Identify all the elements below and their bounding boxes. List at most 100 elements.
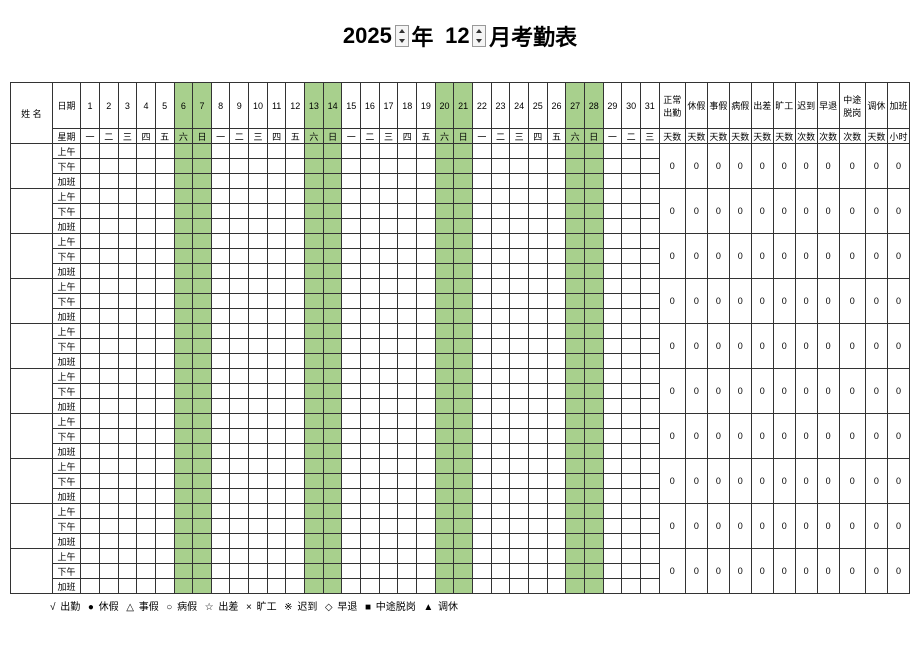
attendance-cell[interactable]: [417, 399, 436, 414]
attendance-cell[interactable]: [361, 204, 380, 219]
attendance-cell[interactable]: [193, 159, 212, 174]
attendance-cell[interactable]: [99, 144, 118, 159]
attendance-cell[interactable]: [230, 324, 249, 339]
attendance-cell[interactable]: [398, 444, 417, 459]
attendance-cell[interactable]: [230, 474, 249, 489]
attendance-cell[interactable]: [267, 309, 286, 324]
name-cell[interactable]: [11, 234, 53, 279]
attendance-cell[interactable]: [603, 519, 622, 534]
attendance-cell[interactable]: [622, 264, 641, 279]
attendance-cell[interactable]: [174, 369, 193, 384]
attendance-cell[interactable]: [267, 519, 286, 534]
attendance-cell[interactable]: [584, 159, 603, 174]
attendance-cell[interactable]: [379, 354, 398, 369]
attendance-cell[interactable]: [640, 534, 659, 549]
attendance-cell[interactable]: [137, 279, 156, 294]
attendance-cell[interactable]: [435, 369, 454, 384]
attendance-cell[interactable]: [230, 279, 249, 294]
attendance-cell[interactable]: [566, 369, 585, 384]
attendance-cell[interactable]: [528, 309, 547, 324]
attendance-cell[interactable]: [379, 294, 398, 309]
attendance-cell[interactable]: [528, 579, 547, 594]
attendance-cell[interactable]: [528, 489, 547, 504]
attendance-cell[interactable]: [584, 399, 603, 414]
attendance-cell[interactable]: [249, 474, 268, 489]
attendance-cell[interactable]: [174, 279, 193, 294]
attendance-cell[interactable]: [435, 414, 454, 429]
attendance-cell[interactable]: [435, 159, 454, 174]
attendance-cell[interactable]: [398, 399, 417, 414]
attendance-cell[interactable]: [640, 444, 659, 459]
attendance-cell[interactable]: [510, 234, 529, 249]
attendance-cell[interactable]: [193, 429, 212, 444]
attendance-cell[interactable]: [323, 414, 342, 429]
attendance-cell[interactable]: [342, 279, 361, 294]
attendance-cell[interactable]: [267, 429, 286, 444]
attendance-cell[interactable]: [99, 159, 118, 174]
attendance-cell[interactable]: [566, 204, 585, 219]
attendance-cell[interactable]: [417, 294, 436, 309]
attendance-cell[interactable]: [361, 219, 380, 234]
attendance-cell[interactable]: [491, 354, 510, 369]
attendance-cell[interactable]: [249, 279, 268, 294]
attendance-cell[interactable]: [211, 354, 230, 369]
attendance-cell[interactable]: [193, 549, 212, 564]
attendance-cell[interactable]: [305, 429, 324, 444]
attendance-cell[interactable]: [193, 144, 212, 159]
attendance-cell[interactable]: [267, 579, 286, 594]
attendance-cell[interactable]: [305, 369, 324, 384]
attendance-cell[interactable]: [361, 474, 380, 489]
attendance-cell[interactable]: [622, 249, 641, 264]
attendance-cell[interactable]: [99, 324, 118, 339]
attendance-cell[interactable]: [603, 534, 622, 549]
attendance-cell[interactable]: [137, 399, 156, 414]
attendance-cell[interactable]: [379, 429, 398, 444]
attendance-cell[interactable]: [491, 474, 510, 489]
attendance-cell[interactable]: [323, 504, 342, 519]
attendance-cell[interactable]: [510, 519, 529, 534]
attendance-cell[interactable]: [528, 474, 547, 489]
attendance-cell[interactable]: [640, 384, 659, 399]
attendance-cell[interactable]: [249, 264, 268, 279]
attendance-cell[interactable]: [473, 159, 492, 174]
attendance-cell[interactable]: [510, 504, 529, 519]
attendance-cell[interactable]: [622, 294, 641, 309]
attendance-cell[interactable]: [81, 549, 100, 564]
attendance-cell[interactable]: [547, 279, 566, 294]
attendance-cell[interactable]: [211, 534, 230, 549]
attendance-cell[interactable]: [454, 339, 473, 354]
attendance-cell[interactable]: [286, 504, 305, 519]
attendance-cell[interactable]: [473, 189, 492, 204]
attendance-cell[interactable]: [249, 489, 268, 504]
attendance-cell[interactable]: [342, 249, 361, 264]
attendance-cell[interactable]: [137, 414, 156, 429]
attendance-cell[interactable]: [398, 174, 417, 189]
attendance-cell[interactable]: [510, 399, 529, 414]
attendance-cell[interactable]: [640, 324, 659, 339]
attendance-cell[interactable]: [603, 309, 622, 324]
attendance-cell[interactable]: [174, 459, 193, 474]
attendance-cell[interactable]: [603, 324, 622, 339]
attendance-cell[interactable]: [342, 339, 361, 354]
attendance-cell[interactable]: [547, 204, 566, 219]
attendance-cell[interactable]: [417, 579, 436, 594]
attendance-cell[interactable]: [584, 264, 603, 279]
attendance-cell[interactable]: [81, 354, 100, 369]
attendance-cell[interactable]: [286, 354, 305, 369]
attendance-cell[interactable]: [118, 504, 137, 519]
attendance-cell[interactable]: [155, 474, 174, 489]
attendance-cell[interactable]: [510, 459, 529, 474]
attendance-cell[interactable]: [286, 414, 305, 429]
attendance-cell[interactable]: [286, 219, 305, 234]
attendance-cell[interactable]: [603, 399, 622, 414]
attendance-cell[interactable]: [305, 159, 324, 174]
attendance-cell[interactable]: [379, 339, 398, 354]
attendance-cell[interactable]: [398, 414, 417, 429]
attendance-cell[interactable]: [603, 384, 622, 399]
attendance-cell[interactable]: [137, 174, 156, 189]
attendance-cell[interactable]: [435, 399, 454, 414]
attendance-cell[interactable]: [603, 489, 622, 504]
attendance-cell[interactable]: [454, 399, 473, 414]
attendance-cell[interactable]: [230, 354, 249, 369]
attendance-cell[interactable]: [230, 234, 249, 249]
